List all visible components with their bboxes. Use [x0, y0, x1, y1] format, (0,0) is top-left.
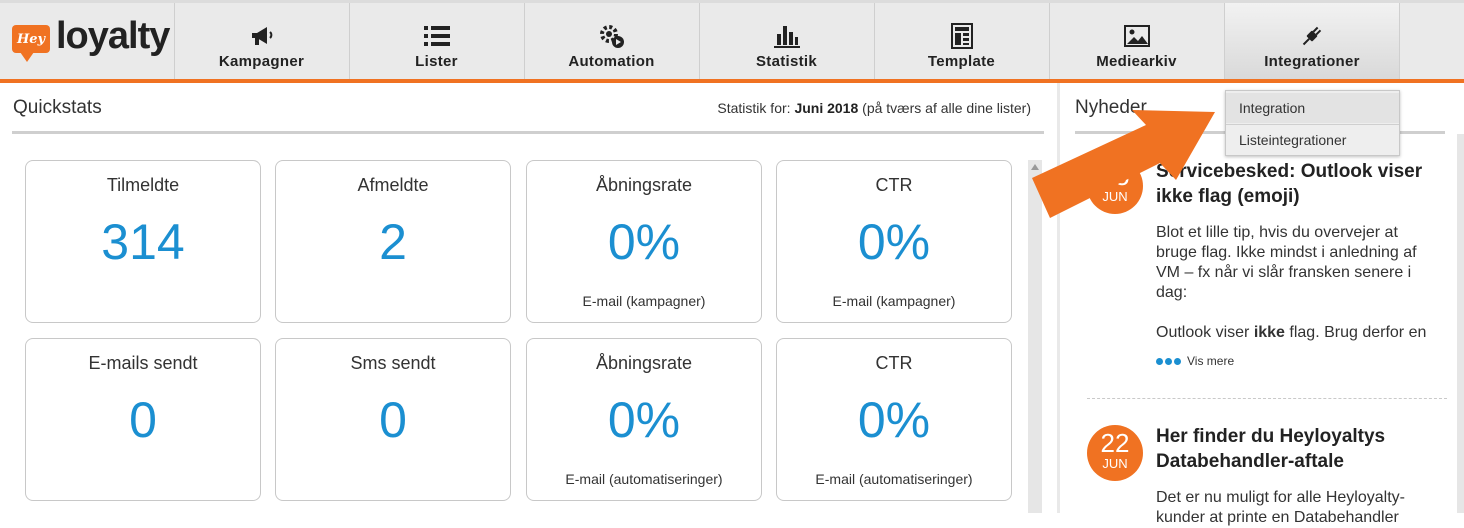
stat-card-label: Åbningsrate [595, 353, 693, 373]
stat-card-value: 314 [101, 214, 185, 270]
stat-card-ctr-campaigns: CTR 0% E-mail (kampagner) [776, 160, 1012, 323]
scroll-up-arrow-icon[interactable] [1031, 164, 1039, 170]
stat-card-value: 0 [129, 392, 157, 448]
nav-label: Statistik [755, 53, 818, 70]
template-icon [875, 23, 1048, 49]
news-body: Blot et lille tip, hvis du overvejer at … [1156, 223, 1436, 343]
news-date-day: 15 [1100, 161, 1130, 191]
nav-item-template[interactable]: Template [874, 3, 1048, 79]
stat-card-sub: E-mail (automatiseringer) [565, 471, 723, 487]
stat-card-label: Afmeldte [357, 175, 429, 195]
stat-card-value: 0 [379, 392, 407, 448]
stat-card-value: 0% [607, 214, 681, 270]
stat-card-emails-sent: E-mails sendt 0 [25, 338, 261, 501]
gear-play-icon [525, 23, 698, 49]
nav-item-kampagner[interactable]: Kampagner [174, 3, 348, 79]
nav-label: Lister [415, 53, 458, 70]
quickstats-divider [12, 131, 1044, 134]
stat-card-value: 0% [607, 392, 681, 448]
stat-card-sub: E-mail (automatiseringer) [815, 471, 973, 487]
statistics-period-month: Juni 2018 [794, 100, 859, 116]
news-headline-line: Her finder du Heyloyaltys [1156, 426, 1386, 447]
stat-card-ctr-automations: CTR 0% E-mail (automatiseringer) [776, 338, 1012, 501]
news-date-month: JUN [1102, 456, 1128, 471]
read-more-label: Vis mere [1187, 354, 1235, 368]
stat-card-tilmeldte: Tilmeldte 314 [25, 160, 261, 323]
logo[interactable]: Hey loyalty [0, 3, 174, 79]
stat-card-label: E-mails sendt [88, 353, 198, 373]
news-headline-line: ikke flag (emoji) [1156, 186, 1300, 207]
column-divider [1057, 83, 1060, 513]
stat-card-value: 0% [857, 214, 931, 270]
nav-label: Kampagner [218, 53, 305, 70]
news-body-text: Outlook viser [1156, 324, 1254, 341]
news-body-bold: ikke [1253, 324, 1285, 341]
nav-item-lister[interactable]: Lister [349, 3, 523, 79]
quickstats-scrollbar[interactable] [1028, 160, 1042, 513]
news-headline[interactable]: Servicebesked: Outlook viser ikke flag (… [1156, 159, 1446, 209]
nav-label: Automation [568, 53, 655, 70]
news-headline[interactable]: Her finder du Heyloyaltys Databehandler-… [1156, 424, 1446, 474]
logo-badge: Hey [12, 25, 50, 62]
statistics-period: Statistik for: Juni 2018 (på tværs af al… [717, 100, 1031, 116]
stat-card-value: 0% [857, 392, 931, 448]
read-more-link[interactable]: Vis mere [1156, 354, 1234, 368]
list-icon [350, 23, 523, 49]
dropdown-item-listeintegrationer[interactable]: Listeintegrationer [1226, 124, 1399, 155]
stat-card-open-rate-automations: Åbningsrate 0% E-mail (automatiseringer) [526, 338, 762, 501]
megaphone-icon [175, 23, 348, 49]
stat-card-label: Sms sendt [350, 353, 436, 373]
integrations-dropdown: Integration Listeintegrationer [1225, 90, 1400, 156]
plug-icon [1225, 23, 1399, 49]
news-date-badge: 22 JUN [1087, 425, 1143, 481]
stat-card-afmeldte: Afmeldte 2 [275, 160, 511, 323]
news-headline-line: Databehandler-aftale [1156, 451, 1344, 472]
more-dots-icon [1156, 357, 1181, 365]
stat-card-open-rate-campaigns: Åbningsrate 0% E-mail (kampagner) [526, 160, 762, 323]
stat-card-label: CTR [875, 353, 913, 373]
statistics-period-suffix: (på tværs af alle dine lister) [862, 100, 1031, 116]
news-separator [1087, 398, 1447, 399]
quickstats-title: Quickstats [13, 97, 102, 118]
bar-chart-icon [700, 23, 873, 49]
stat-card-label: Tilmeldte [106, 175, 180, 195]
nav-label: Integrationer [1264, 53, 1360, 70]
news-body-paragraph: Blot et lille tip, hvis du overvejer at … [1156, 224, 1417, 301]
stat-card-label: CTR [875, 175, 913, 195]
nav-item-integrationer[interactable]: Integrationer [1224, 3, 1400, 79]
stat-card-value: 2 [379, 214, 407, 270]
news-body-paragraph: Outlook viser ikke flag. Brug derfor en [1156, 323, 1436, 343]
news-date-month: JUN [1102, 189, 1128, 204]
nav-item-mediearkiv[interactable]: Mediearkiv [1049, 3, 1223, 79]
image-icon [1050, 23, 1223, 49]
dropdown-item-integration[interactable]: Integration [1226, 93, 1399, 123]
stat-card-label: Åbningsrate [595, 175, 693, 195]
news-body-paragraph: Det er nu muligt for alle Heyloyalty-kun… [1156, 489, 1405, 526]
news-title: Nyheder [1075, 97, 1147, 118]
stat-card-sub: E-mail (kampagner) [582, 293, 706, 309]
nav-item-automation[interactable]: Automation [524, 3, 698, 79]
nav-label: Mediearkiv [1096, 53, 1177, 70]
news-body: Det er nu muligt for alle Heyloyalty-kun… [1156, 488, 1436, 528]
news-body-text: flag. Brug derfor en [1284, 324, 1427, 341]
stat-card-sms-sent: Sms sendt 0 [275, 338, 511, 501]
stat-card-sub: E-mail (kampagner) [832, 293, 956, 309]
top-navigation [0, 0, 1464, 80]
statistics-period-prefix: Statistik for: [717, 100, 791, 116]
logo-text: loyalty [56, 15, 170, 57]
news-scrollbar[interactable] [1457, 134, 1464, 513]
nav-item-statistik[interactable]: Statistik [699, 3, 873, 79]
news-date-day: 22 [1100, 428, 1130, 458]
nav-label: Template [927, 53, 996, 70]
nav-accent-line [0, 79, 1464, 83]
news-headline-line: Servicebesked: Outlook viser [1156, 161, 1423, 182]
news-date-badge: 15 JUN [1087, 158, 1143, 214]
